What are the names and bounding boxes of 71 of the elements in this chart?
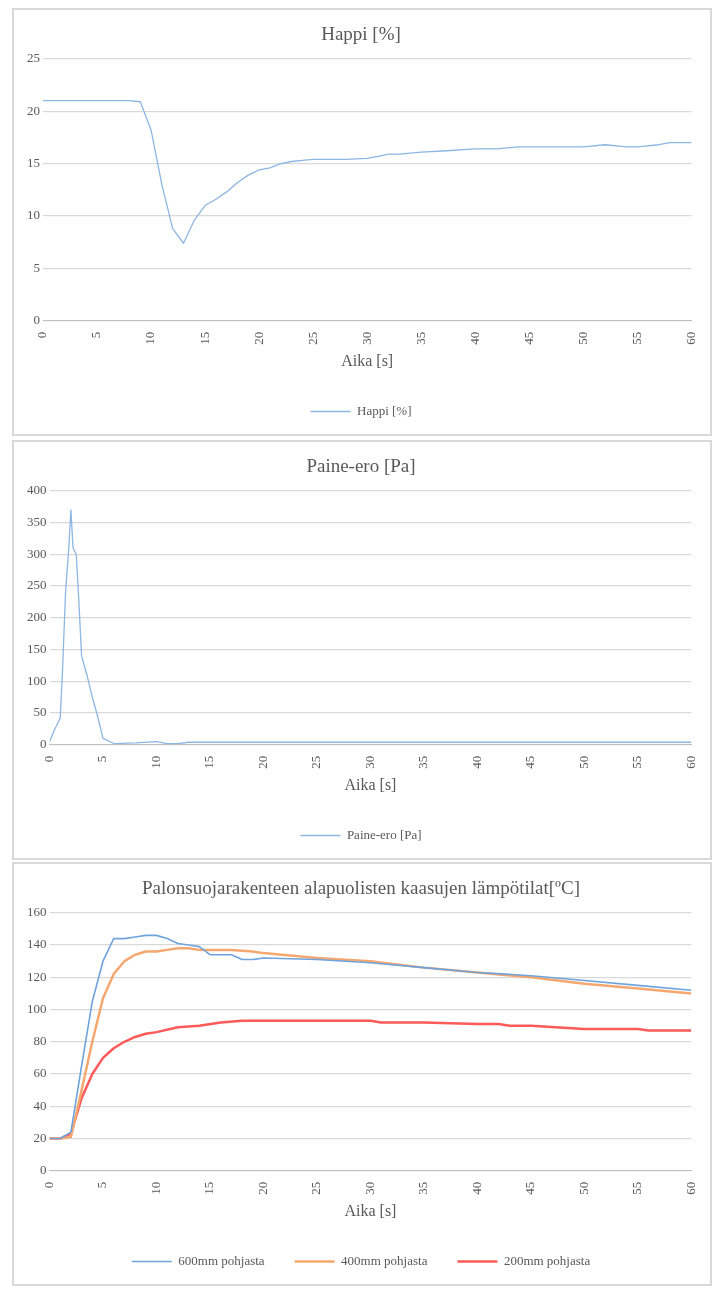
x-tick-label: 25 bbox=[304, 331, 320, 345]
y-tick-label: 25 bbox=[27, 50, 40, 66]
x-tick-label: 20 bbox=[250, 331, 266, 345]
chart-title: Paine-ero [Pa] bbox=[306, 455, 416, 477]
x-tick-label: 55 bbox=[628, 331, 644, 345]
x-tick-label: 30 bbox=[358, 331, 374, 345]
x-tick-label: 5 bbox=[94, 1181, 110, 1189]
y-tick-label: 5 bbox=[33, 259, 40, 275]
x-tick-label: 60 bbox=[682, 331, 698, 345]
x-tick-label: 45 bbox=[520, 331, 536, 345]
y-tick-label: 400 bbox=[27, 482, 47, 498]
y-tick-label: 40 bbox=[33, 1097, 47, 1113]
x-tick-label: 60 bbox=[682, 755, 698, 769]
x-tick-label: 50 bbox=[574, 331, 590, 345]
legend-label: 400mm pohjasta bbox=[341, 1252, 428, 1268]
y-tick-label: 0 bbox=[40, 736, 47, 752]
y-tick-label: 15 bbox=[27, 155, 40, 171]
y-tick-label: 140 bbox=[27, 936, 47, 952]
x-tick-label: 35 bbox=[415, 1181, 431, 1195]
x-tick-label: 20 bbox=[254, 755, 270, 769]
chart-title: Palonsuojarakenteen alapuolisten kaasujen lämpötilat[ºC] bbox=[141, 877, 581, 899]
x-tick-label: 40 bbox=[468, 1181, 484, 1195]
x-tick-label: 10 bbox=[147, 1181, 163, 1195]
x-tick-label: 40 bbox=[466, 331, 482, 345]
x-axis-title: Aika [s] bbox=[341, 351, 394, 369]
y-tick-label: 350 bbox=[27, 513, 47, 529]
y-tick-label: 300 bbox=[27, 545, 47, 561]
x-tick-label: 25 bbox=[308, 1181, 324, 1195]
x-tick-label: 25 bbox=[308, 755, 324, 769]
x-tick-label: 55 bbox=[629, 755, 645, 769]
x-tick-label: 5 bbox=[88, 331, 104, 339]
x-tick-label: 55 bbox=[629, 1181, 645, 1195]
x-tick-label: 50 bbox=[575, 755, 591, 769]
x-tick-label: 15 bbox=[196, 331, 212, 345]
x-tick-label: 10 bbox=[147, 755, 163, 769]
x-tick-label: 30 bbox=[361, 755, 377, 769]
x-axis-title: Aika [s] bbox=[344, 775, 397, 793]
y-tick-label: 50 bbox=[33, 704, 47, 720]
y-tick-label: 0 bbox=[40, 1162, 47, 1178]
x-tick-label: 15 bbox=[201, 755, 217, 769]
x-tick-label: 45 bbox=[522, 1181, 538, 1195]
legend-label: 200mm pohjasta bbox=[503, 1252, 591, 1268]
x-tick-label: 45 bbox=[522, 755, 538, 769]
y-tick-label: 100 bbox=[27, 672, 47, 688]
y-tick-label: 160 bbox=[27, 904, 47, 920]
chart-title: Happi [%] bbox=[321, 23, 401, 45]
y-tick-label: 20 bbox=[33, 1129, 47, 1145]
y-tick-label: 100 bbox=[27, 1000, 47, 1016]
x-tick-label: 60 bbox=[682, 1181, 698, 1195]
x-tick-label: 50 bbox=[575, 1181, 591, 1195]
y-tick-label: 120 bbox=[27, 968, 47, 984]
y-tick-label: 250 bbox=[27, 577, 47, 593]
x-tick-label: 35 bbox=[415, 755, 431, 769]
legend-label: 600mm pohjasta bbox=[178, 1252, 265, 1268]
legend-label: Happi [%] bbox=[357, 402, 412, 418]
legend-label: Paine-ero [Pa] bbox=[346, 826, 422, 842]
x-tick-label: 35 bbox=[412, 331, 428, 345]
x-tick-label: 5 bbox=[94, 755, 110, 763]
x-tick-label: 15 bbox=[201, 1181, 217, 1195]
x-tick-label: 20 bbox=[254, 1181, 270, 1195]
y-tick-label: 60 bbox=[33, 1065, 47, 1081]
y-tick-label: 80 bbox=[33, 1033, 47, 1049]
x-axis-title: Aika [s] bbox=[344, 1201, 397, 1219]
x-tick-label: 10 bbox=[142, 331, 158, 345]
y-tick-label: 10 bbox=[27, 207, 40, 223]
y-tick-label: 200 bbox=[27, 609, 47, 625]
x-tick-label: 40 bbox=[468, 755, 484, 769]
y-tick-label: 20 bbox=[27, 102, 40, 118]
y-tick-label: 0 bbox=[33, 312, 40, 328]
x-tick-label: 30 bbox=[361, 1181, 377, 1195]
y-tick-label: 150 bbox=[27, 640, 47, 656]
